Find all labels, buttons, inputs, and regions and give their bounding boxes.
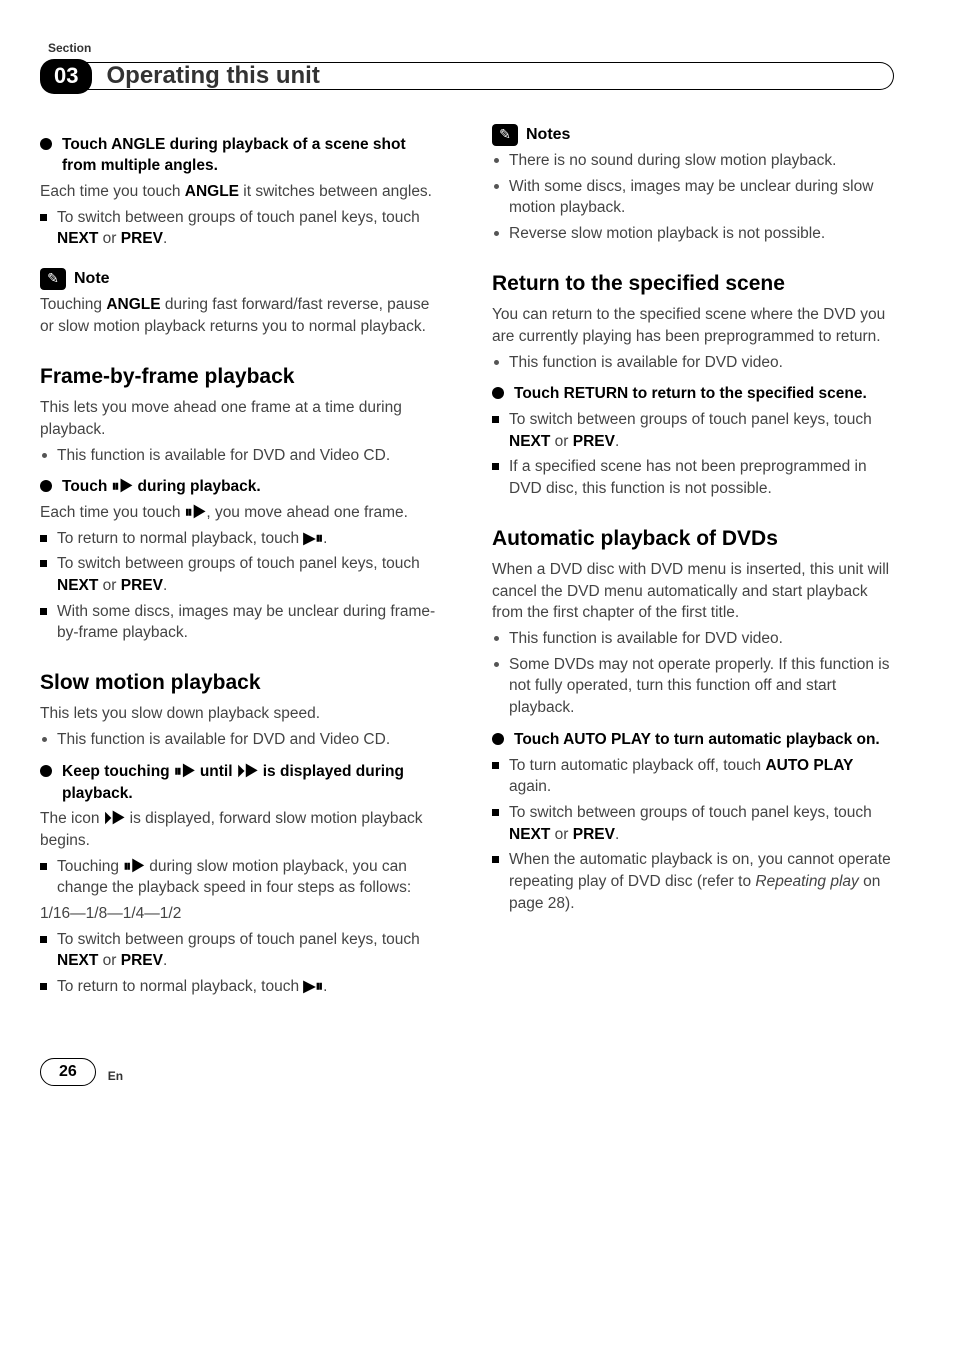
notes-header: ✎ Notes xyxy=(492,124,894,146)
slow-heading: Slow motion playback xyxy=(40,668,442,697)
round-bullet-icon xyxy=(494,231,499,236)
step-forward-icon: ⏸▶ xyxy=(123,858,145,875)
step-forward-icon: ⏸▶ xyxy=(112,478,134,495)
bullet-filled-icon xyxy=(492,387,504,399)
slow-sub-2: To switch between groups of touch panel … xyxy=(40,929,442,972)
slow-forward-icon: ⏵▶ xyxy=(237,763,259,780)
step-forward-icon: ⏸▶ xyxy=(185,504,207,521)
slow-step: Keep touching ⏸▶ until ⏵▶ is displayed d… xyxy=(40,761,442,804)
bullet-filled-icon xyxy=(40,765,52,777)
page-title: Operating this unit xyxy=(106,59,319,93)
round-bullet-icon xyxy=(42,453,47,458)
play-pause-icon: ▶⏸ xyxy=(303,530,323,547)
square-bullet-icon xyxy=(40,863,47,870)
auto-list-item-2: Some DVDs may not operate properly. If t… xyxy=(492,654,894,719)
square-bullet-icon xyxy=(40,983,47,990)
round-bullet-icon xyxy=(494,184,499,189)
return-step: Touch RETURN to return to the specified … xyxy=(492,383,894,405)
angle-subnote: To switch between groups of touch panel … xyxy=(40,207,442,250)
bullet-filled-icon xyxy=(492,733,504,745)
round-bullet-icon xyxy=(494,662,499,667)
square-bullet-icon xyxy=(40,608,47,615)
frame-step: Touch ⏸▶ during playback. xyxy=(40,476,442,498)
round-bullet-icon xyxy=(494,158,499,163)
right-column: ✎ Notes There is no sound during slow mo… xyxy=(492,124,894,998)
slow-speeds: 1/16—1/8—1/4—1/2 xyxy=(40,903,442,925)
slow-list-item: This function is available for DVD and V… xyxy=(40,729,442,751)
return-paragraph: You can return to the specified scene wh… xyxy=(492,304,894,347)
auto-heading: Automatic playback of DVDs xyxy=(492,524,894,553)
auto-step: Touch AUTO PLAY to turn automatic playba… xyxy=(492,729,894,751)
slow-sub-1: Touching ⏸▶ during slow motion playback,… xyxy=(40,856,442,899)
square-bullet-icon xyxy=(492,856,499,863)
page-number: 26 xyxy=(40,1058,96,1086)
angle-paragraph: Each time you touch ANGLE it switches be… xyxy=(40,181,442,203)
note-label: Note xyxy=(74,268,110,290)
slow-sub-3: To return to normal playback, touch ▶⏸. xyxy=(40,976,442,998)
square-bullet-icon xyxy=(40,535,47,542)
step-forward-icon: ⏸▶ xyxy=(174,763,196,780)
square-bullet-icon xyxy=(492,809,499,816)
angle-step: Touch ANGLE during playback of a scene s… xyxy=(40,134,442,177)
page-footer: 26 En xyxy=(40,1058,894,1086)
return-heading: Return to the specified scene xyxy=(492,269,894,298)
note-header: ✎ Note xyxy=(40,268,442,290)
frame-paragraph-2: Each time you touch ⏸▶, you move ahead o… xyxy=(40,502,442,524)
notes-item-3: Reverse slow motion playback is not poss… xyxy=(492,223,894,245)
square-bullet-icon xyxy=(492,416,499,423)
section-number-badge: 03 xyxy=(40,59,92,94)
slow-forward-icon: ⏵▶ xyxy=(104,810,126,827)
play-pause-icon: ▶⏸ xyxy=(303,978,323,995)
slow-paragraph: This lets you slow down playback speed. xyxy=(40,703,442,725)
note-body: Touching ANGLE during fast forward/fast … xyxy=(40,294,442,337)
page-language: En xyxy=(108,1068,123,1085)
section-label: Section xyxy=(48,40,894,57)
round-bullet-icon xyxy=(494,360,499,365)
slow-paragraph-2: The icon ⏵▶ is displayed, forward slow m… xyxy=(40,808,442,851)
note-pencil-icon: ✎ xyxy=(40,268,66,290)
frame-sub-1: To return to normal playback, touch ▶⏸. xyxy=(40,528,442,550)
auto-paragraph: When a DVD disc with DVD menu is inserte… xyxy=(492,559,894,624)
notes-label: Notes xyxy=(526,124,570,146)
square-bullet-icon xyxy=(492,762,499,769)
frame-heading: Frame-by-frame playback xyxy=(40,362,442,391)
frame-paragraph: This lets you move ahead one frame at a … xyxy=(40,397,442,440)
auto-sub-3: When the automatic playback is on, you c… xyxy=(492,849,894,914)
angle-step-text: Touch ANGLE during playback of a scene s… xyxy=(62,134,442,177)
auto-list-item-1: This function is available for DVD video… xyxy=(492,628,894,650)
square-bullet-icon xyxy=(40,936,47,943)
return-sub-1: To switch between groups of touch panel … xyxy=(492,409,894,452)
notes-item-1: There is no sound during slow motion pla… xyxy=(492,150,894,172)
left-column: Touch ANGLE during playback of a scene s… xyxy=(40,124,442,998)
bullet-filled-icon xyxy=(40,480,52,492)
note-pencil-icon: ✎ xyxy=(492,124,518,146)
square-bullet-icon xyxy=(492,463,499,470)
notes-item-2: With some discs, images may be unclear d… xyxy=(492,176,894,219)
round-bullet-icon xyxy=(42,737,47,742)
square-bullet-icon xyxy=(40,560,47,567)
square-bullet-icon xyxy=(40,214,47,221)
round-bullet-icon xyxy=(494,636,499,641)
return-sub-2: If a specified scene has not been prepro… xyxy=(492,456,894,499)
frame-sub-3: With some discs, images may be unclear d… xyxy=(40,601,442,644)
frame-list-item: This function is available for DVD and V… xyxy=(40,445,442,467)
auto-sub-1: To turn automatic playback off, touch AU… xyxy=(492,755,894,798)
frame-sub-2: To switch between groups of touch panel … xyxy=(40,553,442,596)
auto-sub-2: To switch between groups of touch panel … xyxy=(492,802,894,845)
bullet-filled-icon xyxy=(40,138,52,150)
return-list-item: This function is available for DVD video… xyxy=(492,352,894,374)
page-header: 03 Operating this unit xyxy=(40,59,894,94)
